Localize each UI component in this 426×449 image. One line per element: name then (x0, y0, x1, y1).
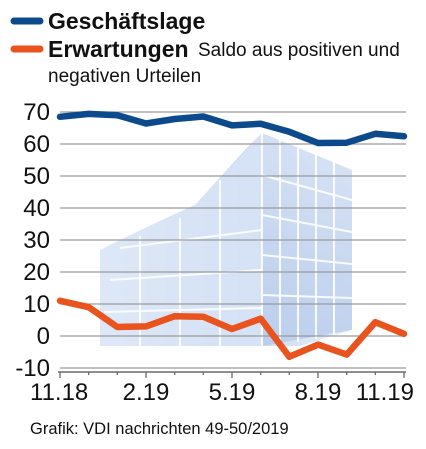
legend-note-line2: negativen Urteilen (48, 66, 201, 87)
legend: Geschäftslage Erwartungen Saldo aus posi… (10, 8, 400, 87)
legend-label-geschaeftslage: Geschäftslage (48, 8, 205, 34)
x-tick-label: 8.19 (295, 379, 342, 406)
y-tick-label: -10 (15, 355, 50, 382)
series-line-erwartungen (56, 297, 408, 361)
y-tick-label: 70 (23, 99, 50, 126)
y-tick-label: 30 (23, 227, 50, 254)
legend-label-erwartungen: Erwartungen (48, 36, 189, 62)
series-line-geschaeftslage (56, 110, 408, 147)
y-tick-label: 40 (23, 195, 50, 222)
y-tick-label: 60 (23, 131, 50, 158)
x-tick-label: 11.19 (356, 379, 414, 406)
series (56, 110, 408, 361)
y-tick-label: 50 (23, 163, 50, 190)
y-tick-label: 0 (37, 323, 50, 350)
y-tick-label: 20 (23, 259, 50, 286)
axes (58, 371, 406, 378)
legend-note-line1: Saldo aus positiven und (198, 40, 400, 61)
y-tick-label: 10 (23, 291, 50, 318)
x-tick-label: 5.19 (209, 379, 256, 406)
x-tick-label: 11.18 (30, 379, 88, 406)
x-tick-label: 2.19 (123, 379, 170, 406)
source-caption: Grafik: VDI nachrichten 49-50/2019 (30, 420, 289, 438)
